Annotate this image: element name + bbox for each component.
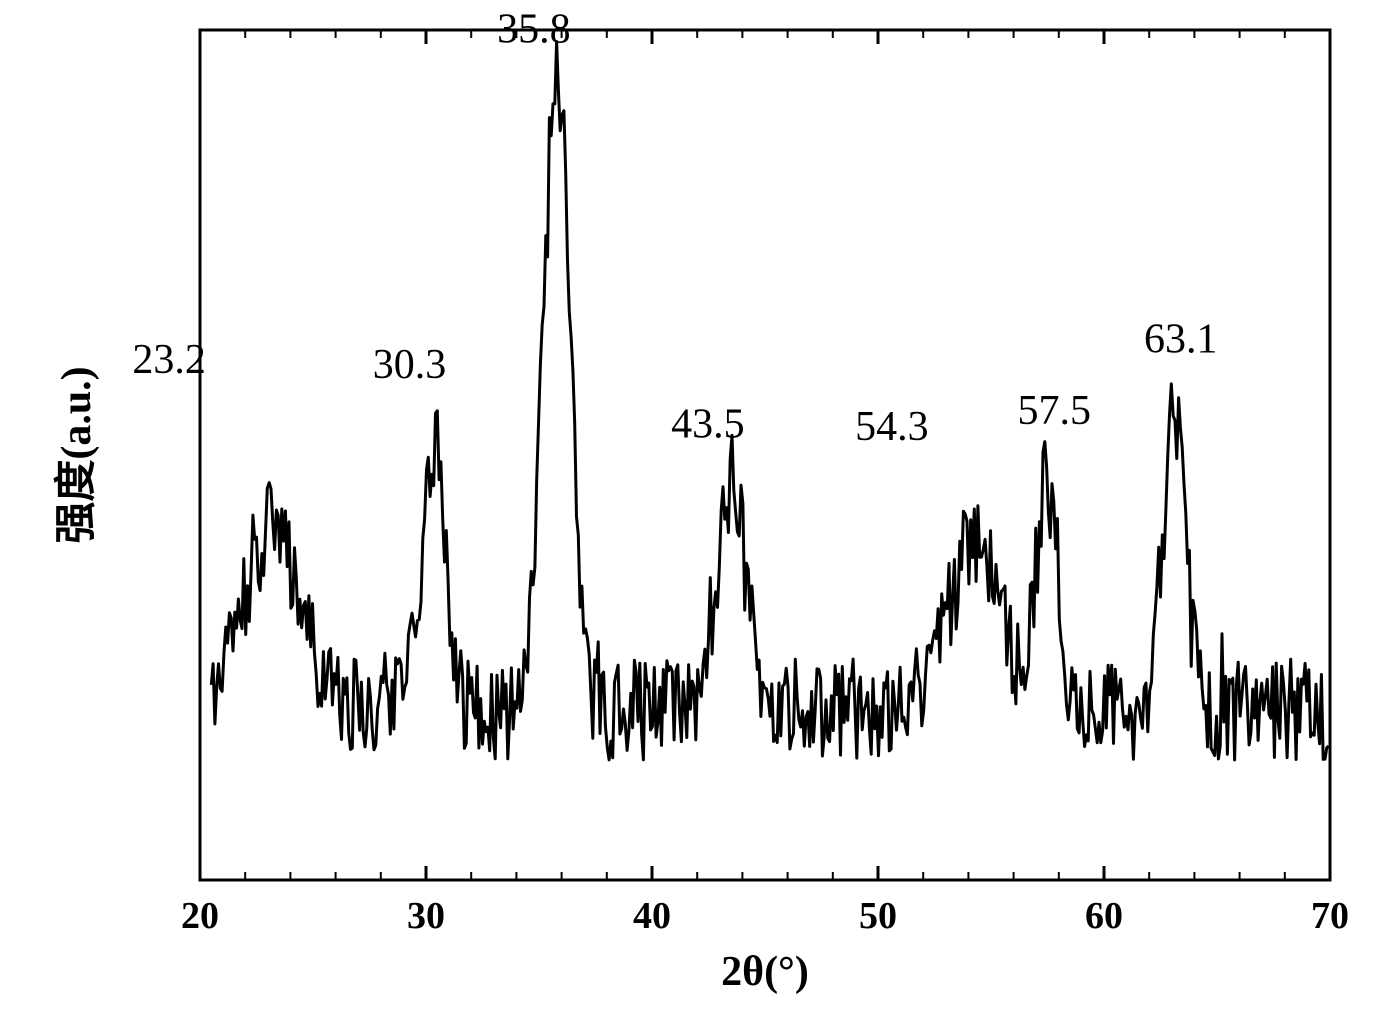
peak-label: 43.5 bbox=[671, 402, 745, 448]
peak-label: 35.8 bbox=[497, 7, 570, 53]
x-tick-label: 60 bbox=[1085, 895, 1123, 937]
peak-label: 57.5 bbox=[1018, 388, 1092, 434]
x-tick-label: 40 bbox=[633, 895, 671, 937]
xrd-svg: 20 30 40 50 60 70 23.2 30.3 35.8 43.5 54.3 57.5 63.… bbox=[0, 0, 1379, 1016]
x-tick-label: 30 bbox=[407, 895, 445, 937]
x-tick-label: 50 bbox=[859, 895, 897, 937]
chart-background bbox=[0, 0, 1379, 1016]
x-tick-label: 20 bbox=[181, 895, 219, 937]
peak-label: 23.2 bbox=[132, 337, 206, 383]
peak-label: 30.3 bbox=[373, 342, 447, 388]
xrd-chart: 20 30 40 50 60 70 23.2 30.3 35.8 43.5 54.3 57.5 63.… bbox=[0, 0, 1379, 1016]
x-tick-label: 70 bbox=[1311, 895, 1349, 937]
x-axis-label: 2θ(°) bbox=[721, 949, 809, 995]
peak-label: 63.1 bbox=[1144, 317, 1218, 363]
y-axis-label: 强度(a.u.) bbox=[53, 366, 100, 543]
peak-label: 54.3 bbox=[855, 404, 929, 450]
